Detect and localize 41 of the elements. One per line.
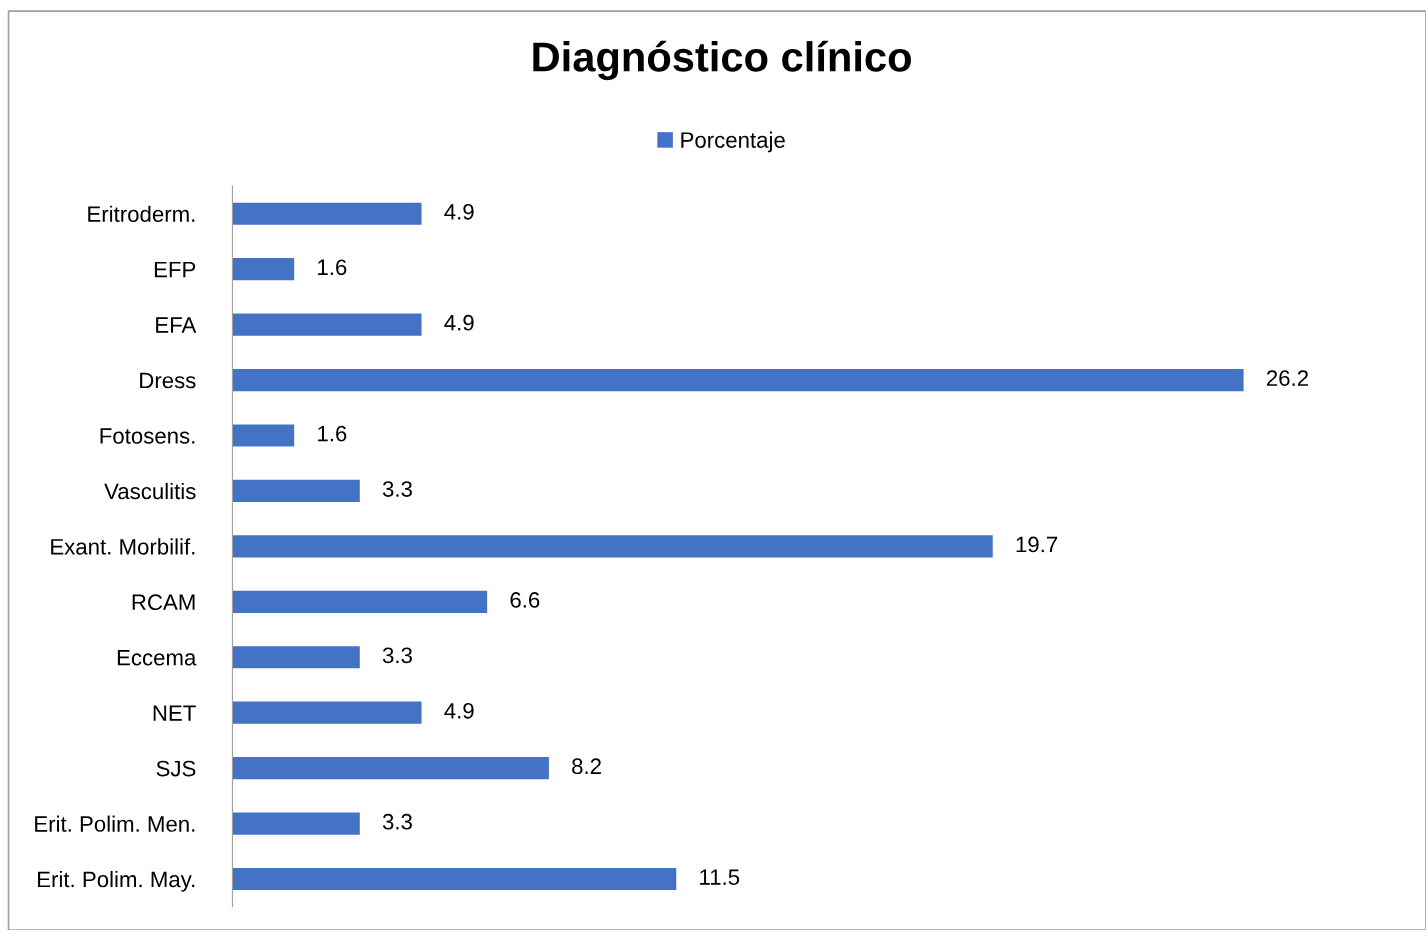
bar xyxy=(232,812,360,835)
data-label: 6.6 xyxy=(510,592,540,608)
y-tick-label: Erit. Polim. Men. xyxy=(35,815,195,832)
data-label: 4.9 xyxy=(444,314,474,331)
bar xyxy=(232,590,488,613)
data-label: 1.6 xyxy=(318,425,347,442)
y-tick-label: Exant. Morbilif. xyxy=(51,538,195,555)
bar xyxy=(232,368,1244,392)
data-label: 4.9 xyxy=(444,203,474,220)
bar xyxy=(232,313,422,336)
data-label: 3.3 xyxy=(382,481,412,497)
y-tick-label: RCAM xyxy=(132,594,195,611)
y-tick-label: Eccema xyxy=(117,650,197,666)
bar xyxy=(232,202,422,225)
bar xyxy=(232,424,295,447)
chart-title: Diagnóstico clínico xyxy=(533,40,911,81)
y-tick-label: Fotosens. xyxy=(100,428,195,444)
y-tick-label: NET xyxy=(153,705,196,721)
data-label: 3.3 xyxy=(382,647,412,664)
y-tick-label: Dress xyxy=(140,372,196,389)
y-tick-label: SJS xyxy=(156,760,196,777)
y-tick-label: Eritroderm. xyxy=(88,205,195,222)
bar xyxy=(232,479,360,503)
data-label: 1.6 xyxy=(318,259,347,276)
y-tick-label: Vasculitis xyxy=(104,482,196,500)
y-tick-label: Erit. Polim. May. xyxy=(38,870,195,892)
data-label: 3.3 xyxy=(382,813,412,830)
data-label: 26.2 xyxy=(1266,370,1308,387)
data-label: 8.2 xyxy=(572,758,601,775)
bar xyxy=(232,258,295,281)
bar xyxy=(232,867,677,891)
bar xyxy=(232,701,422,724)
legend-label: Porcentaje xyxy=(681,131,785,153)
bar xyxy=(232,757,549,780)
bar xyxy=(232,646,360,669)
bar xyxy=(232,535,993,558)
data-label: 11.5 xyxy=(700,869,740,885)
data-label: 4.9 xyxy=(444,702,474,719)
y-tick-label: EFP xyxy=(154,261,196,278)
data-label: 19.7 xyxy=(1016,536,1058,553)
y-tick-label: EFA xyxy=(156,317,197,333)
